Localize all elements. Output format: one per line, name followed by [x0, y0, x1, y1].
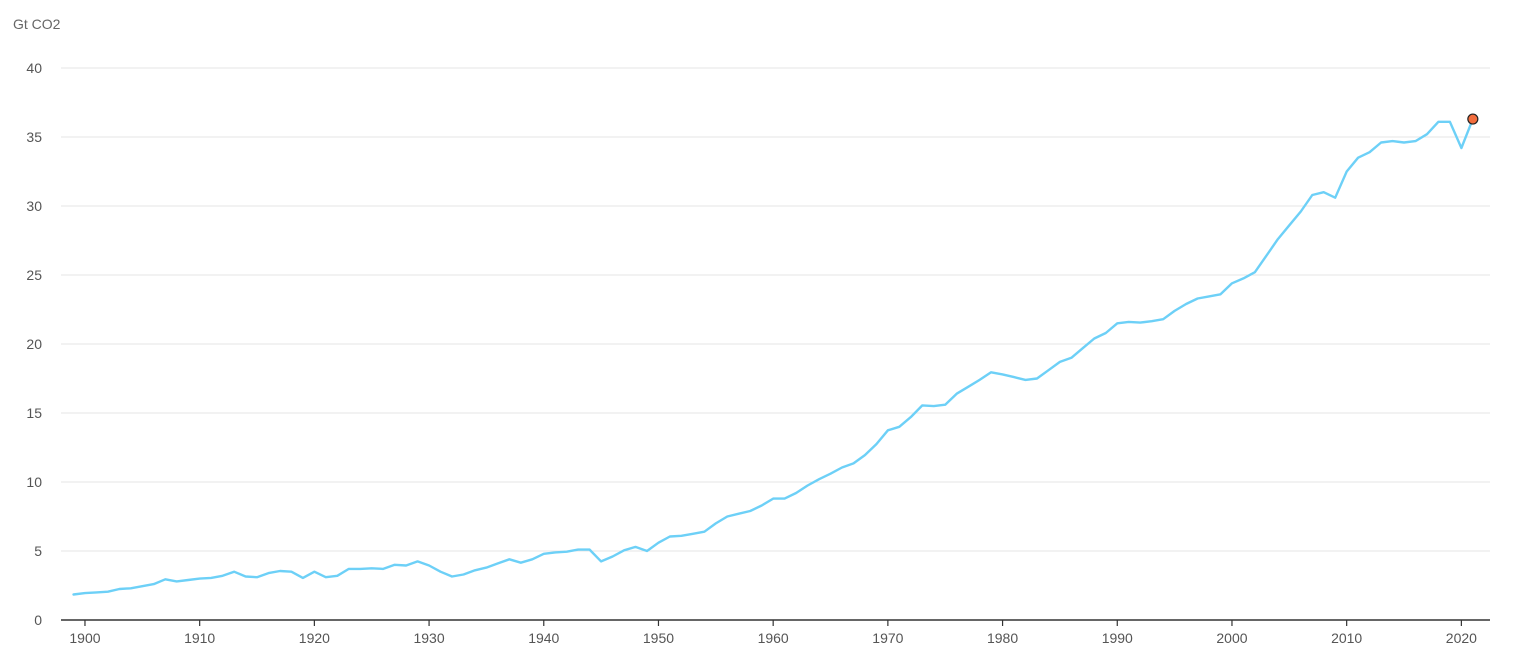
y-tick-label-30: 30	[26, 198, 42, 214]
x-tick-label-1930: 1930	[413, 630, 444, 646]
x-tick-label-2000: 2000	[1216, 630, 1247, 646]
grid-layer	[61, 67, 1490, 552]
x-tick-label-1980: 1980	[987, 630, 1018, 646]
x-tick-label-1900: 1900	[69, 630, 100, 646]
y-tick-label-10: 10	[26, 474, 42, 490]
y-tick-label-20: 20	[26, 336, 42, 352]
axis-layer: 0 5 10 15 20 25 30 35 40 1900 1910 1920 1930 1940 1950…	[26, 60, 1490, 646]
x-tick-label-1970: 1970	[872, 630, 903, 646]
x-tick-label-1940: 1940	[528, 630, 559, 646]
series-layer	[72, 113, 1479, 596]
x-tick-label-2010: 2010	[1331, 630, 1362, 646]
y-axis-unit-label: Gt CO2	[13, 16, 61, 32]
emissions-series-line	[72, 117, 1475, 596]
x-tick-label-1960: 1960	[758, 630, 789, 646]
x-tick-label-2020: 2020	[1446, 630, 1477, 646]
x-tick-label-1990: 1990	[1102, 630, 1133, 646]
y-tick-label-0: 0	[34, 612, 42, 628]
y-tick-label-25: 25	[26, 267, 42, 283]
y-tick-label-35: 35	[26, 129, 42, 145]
y-tick-label-40: 40	[26, 60, 42, 76]
x-tick-label-1910: 1910	[184, 630, 215, 646]
x-tick-label-1920: 1920	[299, 630, 330, 646]
x-tick-label-1950: 1950	[643, 630, 674, 646]
y-tick-label-5: 5	[34, 543, 42, 559]
latest-value-marker[interactable]	[1467, 113, 1479, 125]
y-tick-label-15: 15	[26, 405, 42, 421]
